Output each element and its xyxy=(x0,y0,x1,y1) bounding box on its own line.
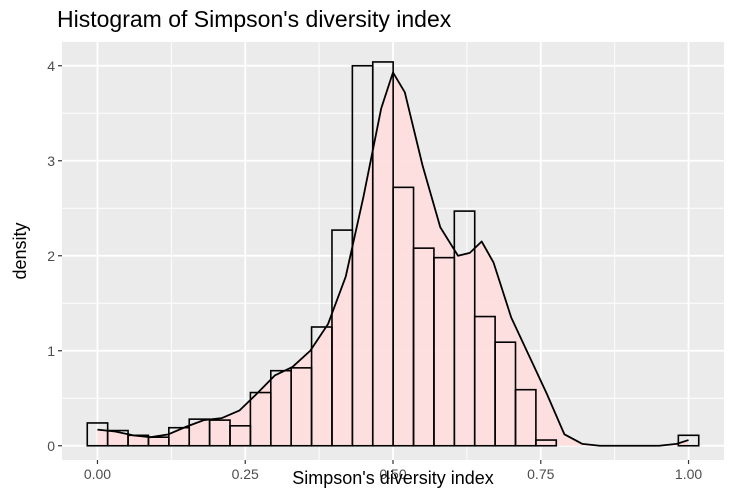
chart-title: Histogram of Simpson's diversity index xyxy=(57,6,452,32)
x-tick-label: 0.75 xyxy=(527,466,554,482)
x-tick-label: 0.50 xyxy=(379,466,406,482)
y-tick-label: 3 xyxy=(47,153,55,169)
x-tick-label: 1.00 xyxy=(675,466,702,482)
histogram-bar xyxy=(535,439,558,447)
y-tick-label: 2 xyxy=(47,248,55,264)
x-axis-title: Simpson's diversity index xyxy=(292,468,494,488)
y-axis-title: density xyxy=(10,222,30,279)
density-curve xyxy=(97,71,689,447)
x-tick-label: 0.00 xyxy=(84,466,111,482)
y-tick-label: 0 xyxy=(47,438,55,454)
y-tick-label: 4 xyxy=(47,58,55,74)
histogram-bars xyxy=(86,61,700,447)
x-axis: 0.00 0.25 0.50 0.75 1.00 xyxy=(84,460,702,482)
histogram-bar xyxy=(677,434,700,447)
x-tick-label: 0.25 xyxy=(232,466,259,482)
y-tick-label: 1 xyxy=(47,343,55,359)
histogram-bar xyxy=(514,388,537,447)
y-axis: 0 1 2 3 4 xyxy=(47,58,62,454)
